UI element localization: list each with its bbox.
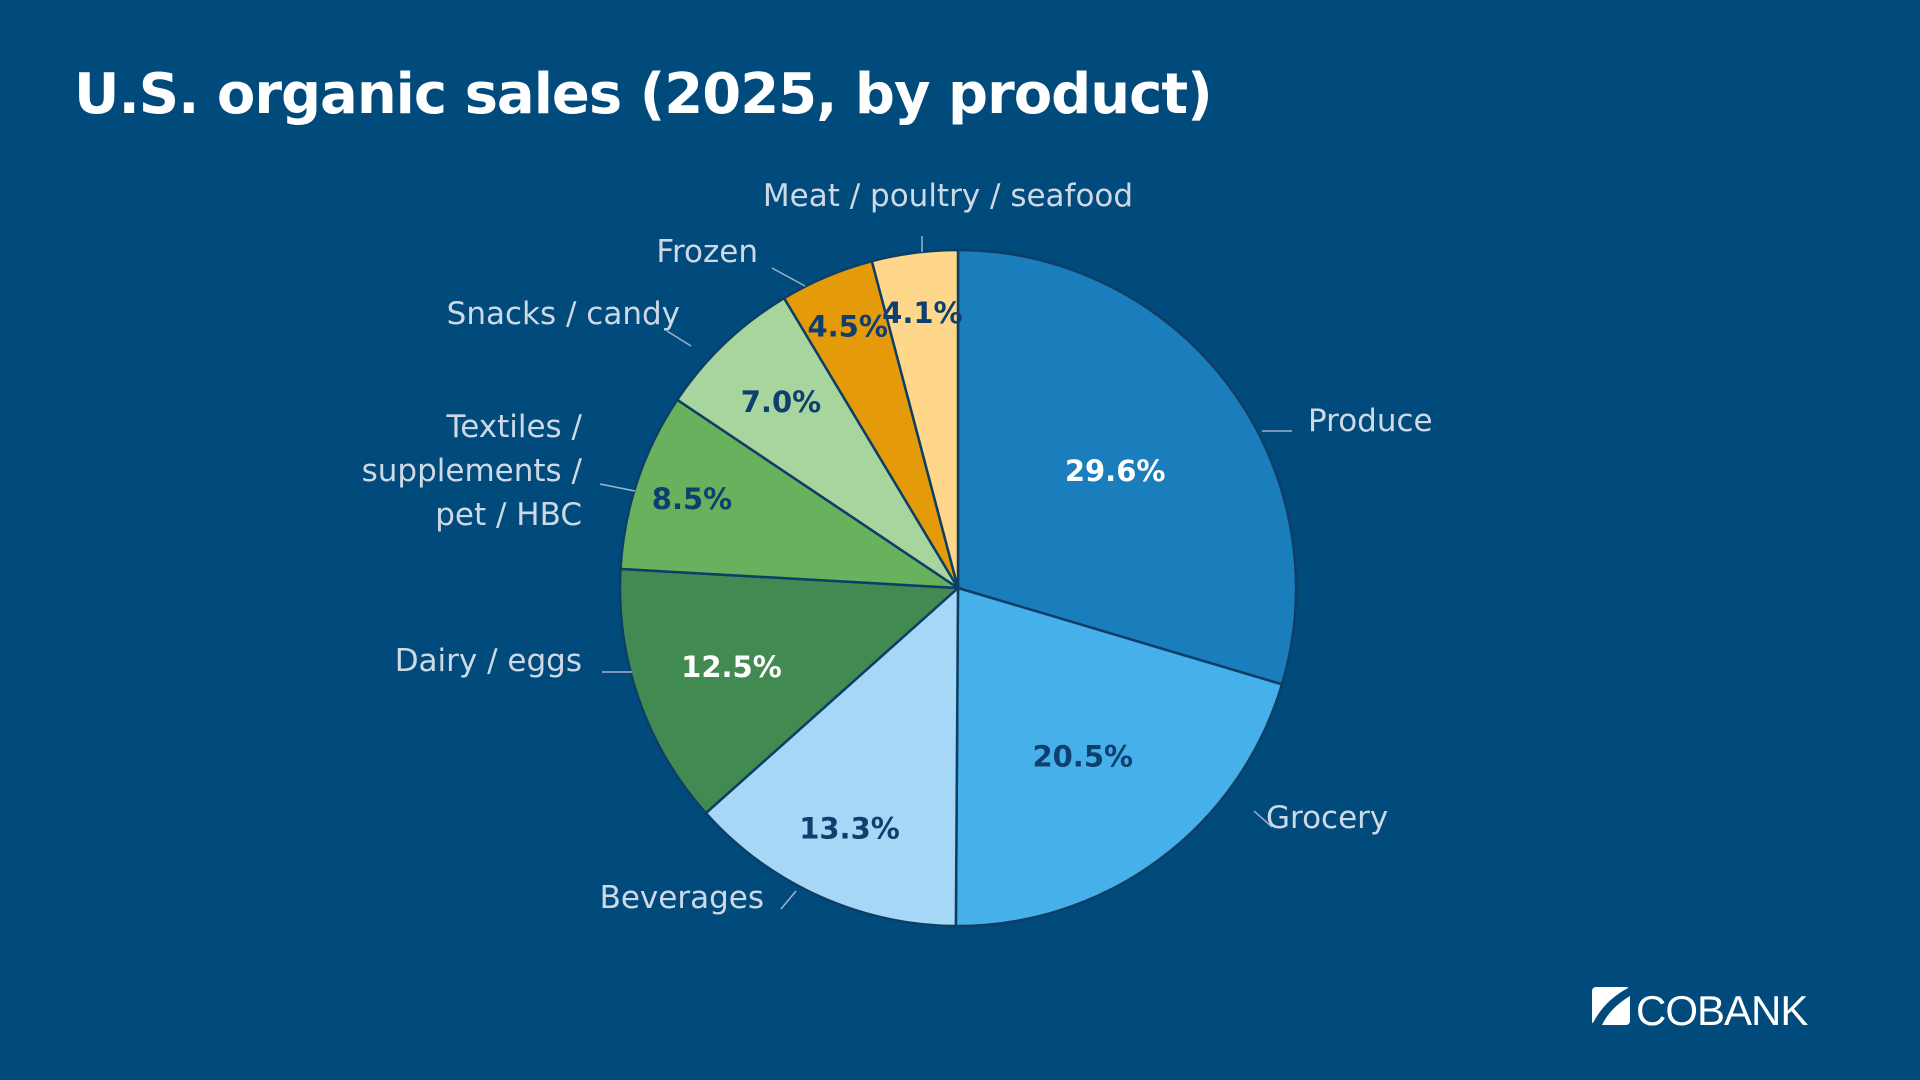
category-label-meat-poultry-seafood: Meat / poultry / seafood — [763, 178, 1133, 214]
slice-meat-poultry-seafood — [870, 248, 960, 589]
pct-label-produce: 29.6% — [1065, 454, 1166, 488]
category-label-produce: Produce — [1308, 403, 1433, 439]
cobank-logo: COBANK — [1592, 987, 1809, 1034]
category-label-snacks-candy: Snacks / candy — [447, 296, 680, 332]
category-labels: Produce Grocery Beverages Dairy / eggs Texti… — [362, 178, 1433, 916]
slice-produce — [956, 248, 1298, 686]
pct-label-dairy-eggs: 12.5% — [681, 650, 782, 684]
pie-slices — [618, 248, 1298, 928]
cobank-mark-icon — [1592, 987, 1630, 1025]
pct-label-grocery: 20.5% — [1032, 739, 1133, 773]
chart-title: U.S. organic sales (2025, by product) — [74, 62, 1213, 127]
category-label-dairy-eggs: Dairy / eggs — [395, 643, 582, 679]
pct-label-textiles-supplements-pet-hbc: 8.5% — [652, 482, 732, 516]
cobank-wordmark: COBANK — [1636, 987, 1808, 1034]
category-label-grocery: Grocery — [1266, 800, 1388, 836]
slice-grocery — [954, 586, 1284, 928]
leader-line-grocery — [1253, 810, 1273, 828]
category-label-frozen: Frozen — [656, 234, 758, 270]
pct-label-meat-poultry-seafood: 4.1% — [882, 296, 962, 330]
category-label-textiles-supplements-pet-hbc: Textiles / supplements / pet / HBC — [362, 409, 583, 533]
slice-textiles-supplements-pet-hbc — [619, 398, 963, 590]
slice-dairy-eggs — [618, 567, 962, 815]
leader-line-textiles-supplements-pet-hbc — [599, 483, 636, 492]
category-label-beverages: Beverages — [600, 880, 764, 916]
leader-line-frozen — [771, 267, 806, 287]
leader-lines — [599, 236, 1292, 910]
leader-line-snacks-candy — [666, 330, 692, 347]
pct-label-beverages: 13.3% — [799, 811, 900, 845]
pct-label-frozen: 4.5% — [807, 309, 887, 343]
slice-beverages — [704, 585, 960, 928]
slice-snacks-candy — [675, 296, 960, 590]
pct-label-snacks-candy: 7.0% — [741, 385, 821, 419]
percent-labels: 29.6% 20.5% 13.3% 12.5% 8.5% 7.0% 4.5%4.1% — [652, 296, 1166, 845]
leader-line-beverages — [780, 890, 797, 910]
